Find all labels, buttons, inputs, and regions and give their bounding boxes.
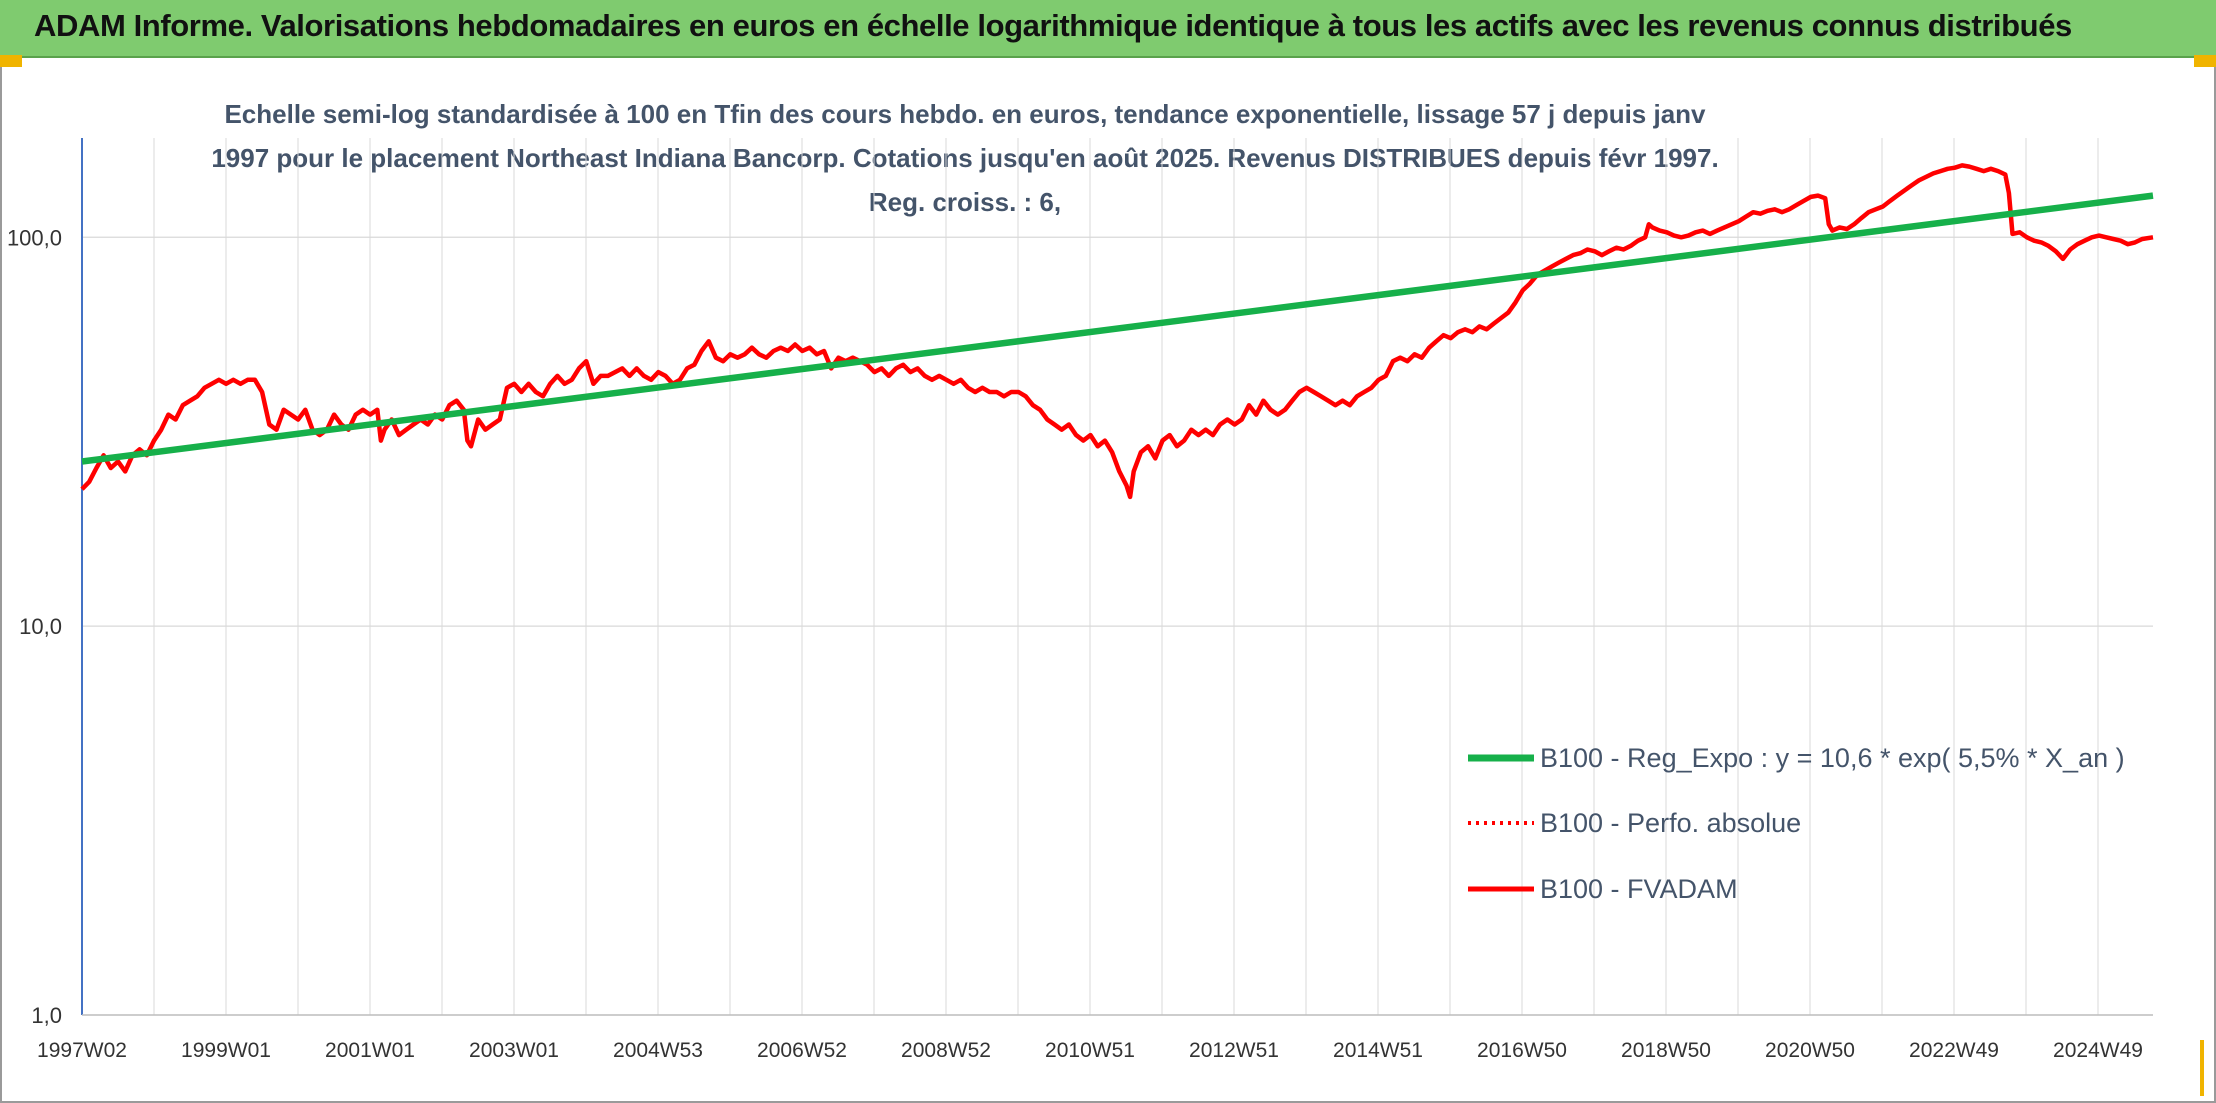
- legend-label: B100 - Reg_Expo : y = 10,6 * exp( 5,5% *…: [1540, 743, 2125, 773]
- chart-title: Echelle semi-log standardisée à 100 en T…: [211, 99, 1719, 217]
- x-tick-label: 2020W50: [1765, 1039, 1855, 1062]
- header-bar: ADAM Informe. Valorisations hebdomadaire…: [0, 0, 2216, 58]
- legend-label: B100 - Perfo. absolue: [1540, 808, 1801, 838]
- x-tick-label: 2003W01: [469, 1039, 559, 1062]
- x-tick-label: 1999W01: [181, 1039, 271, 1062]
- x-tick-label: 1997W02: [37, 1039, 127, 1062]
- page-title: ADAM Informe. Valorisations hebdomadaire…: [34, 8, 2072, 43]
- legend-label: B100 - FVADAM: [1540, 874, 1738, 904]
- x-tick-label: 2022W49: [1909, 1039, 1999, 1062]
- x-tick-label: 2014W51: [1333, 1039, 1423, 1062]
- scroll-marker: [2200, 1040, 2204, 1096]
- y-tick-label: 100,0: [7, 225, 62, 250]
- x-tick-label: 2008W52: [901, 1039, 991, 1062]
- y-tick-label: 10,0: [19, 614, 62, 639]
- x-tick-label: 2001W01: [325, 1039, 415, 1062]
- y-tick-label: 1,0: [31, 1003, 62, 1028]
- x-tick-label: 2006W52: [757, 1039, 847, 1062]
- x-tick-label: 2016W50: [1477, 1039, 1567, 1062]
- corner-marker-left: [0, 55, 22, 67]
- series-line-reg-expo: [81, 192, 2154, 465]
- corner-marker-right: [2194, 55, 2216, 67]
- series-line-fvadam: [80, 163, 2154, 500]
- x-tick-label: 2018W50: [1621, 1039, 1711, 1062]
- x-tick-label: 2012W51: [1189, 1039, 1279, 1062]
- x-tick-label: 2010W51: [1045, 1039, 1135, 1062]
- x-tick-label: 2004W53: [613, 1039, 703, 1062]
- x-tick-label: 2024W49: [2053, 1039, 2143, 1062]
